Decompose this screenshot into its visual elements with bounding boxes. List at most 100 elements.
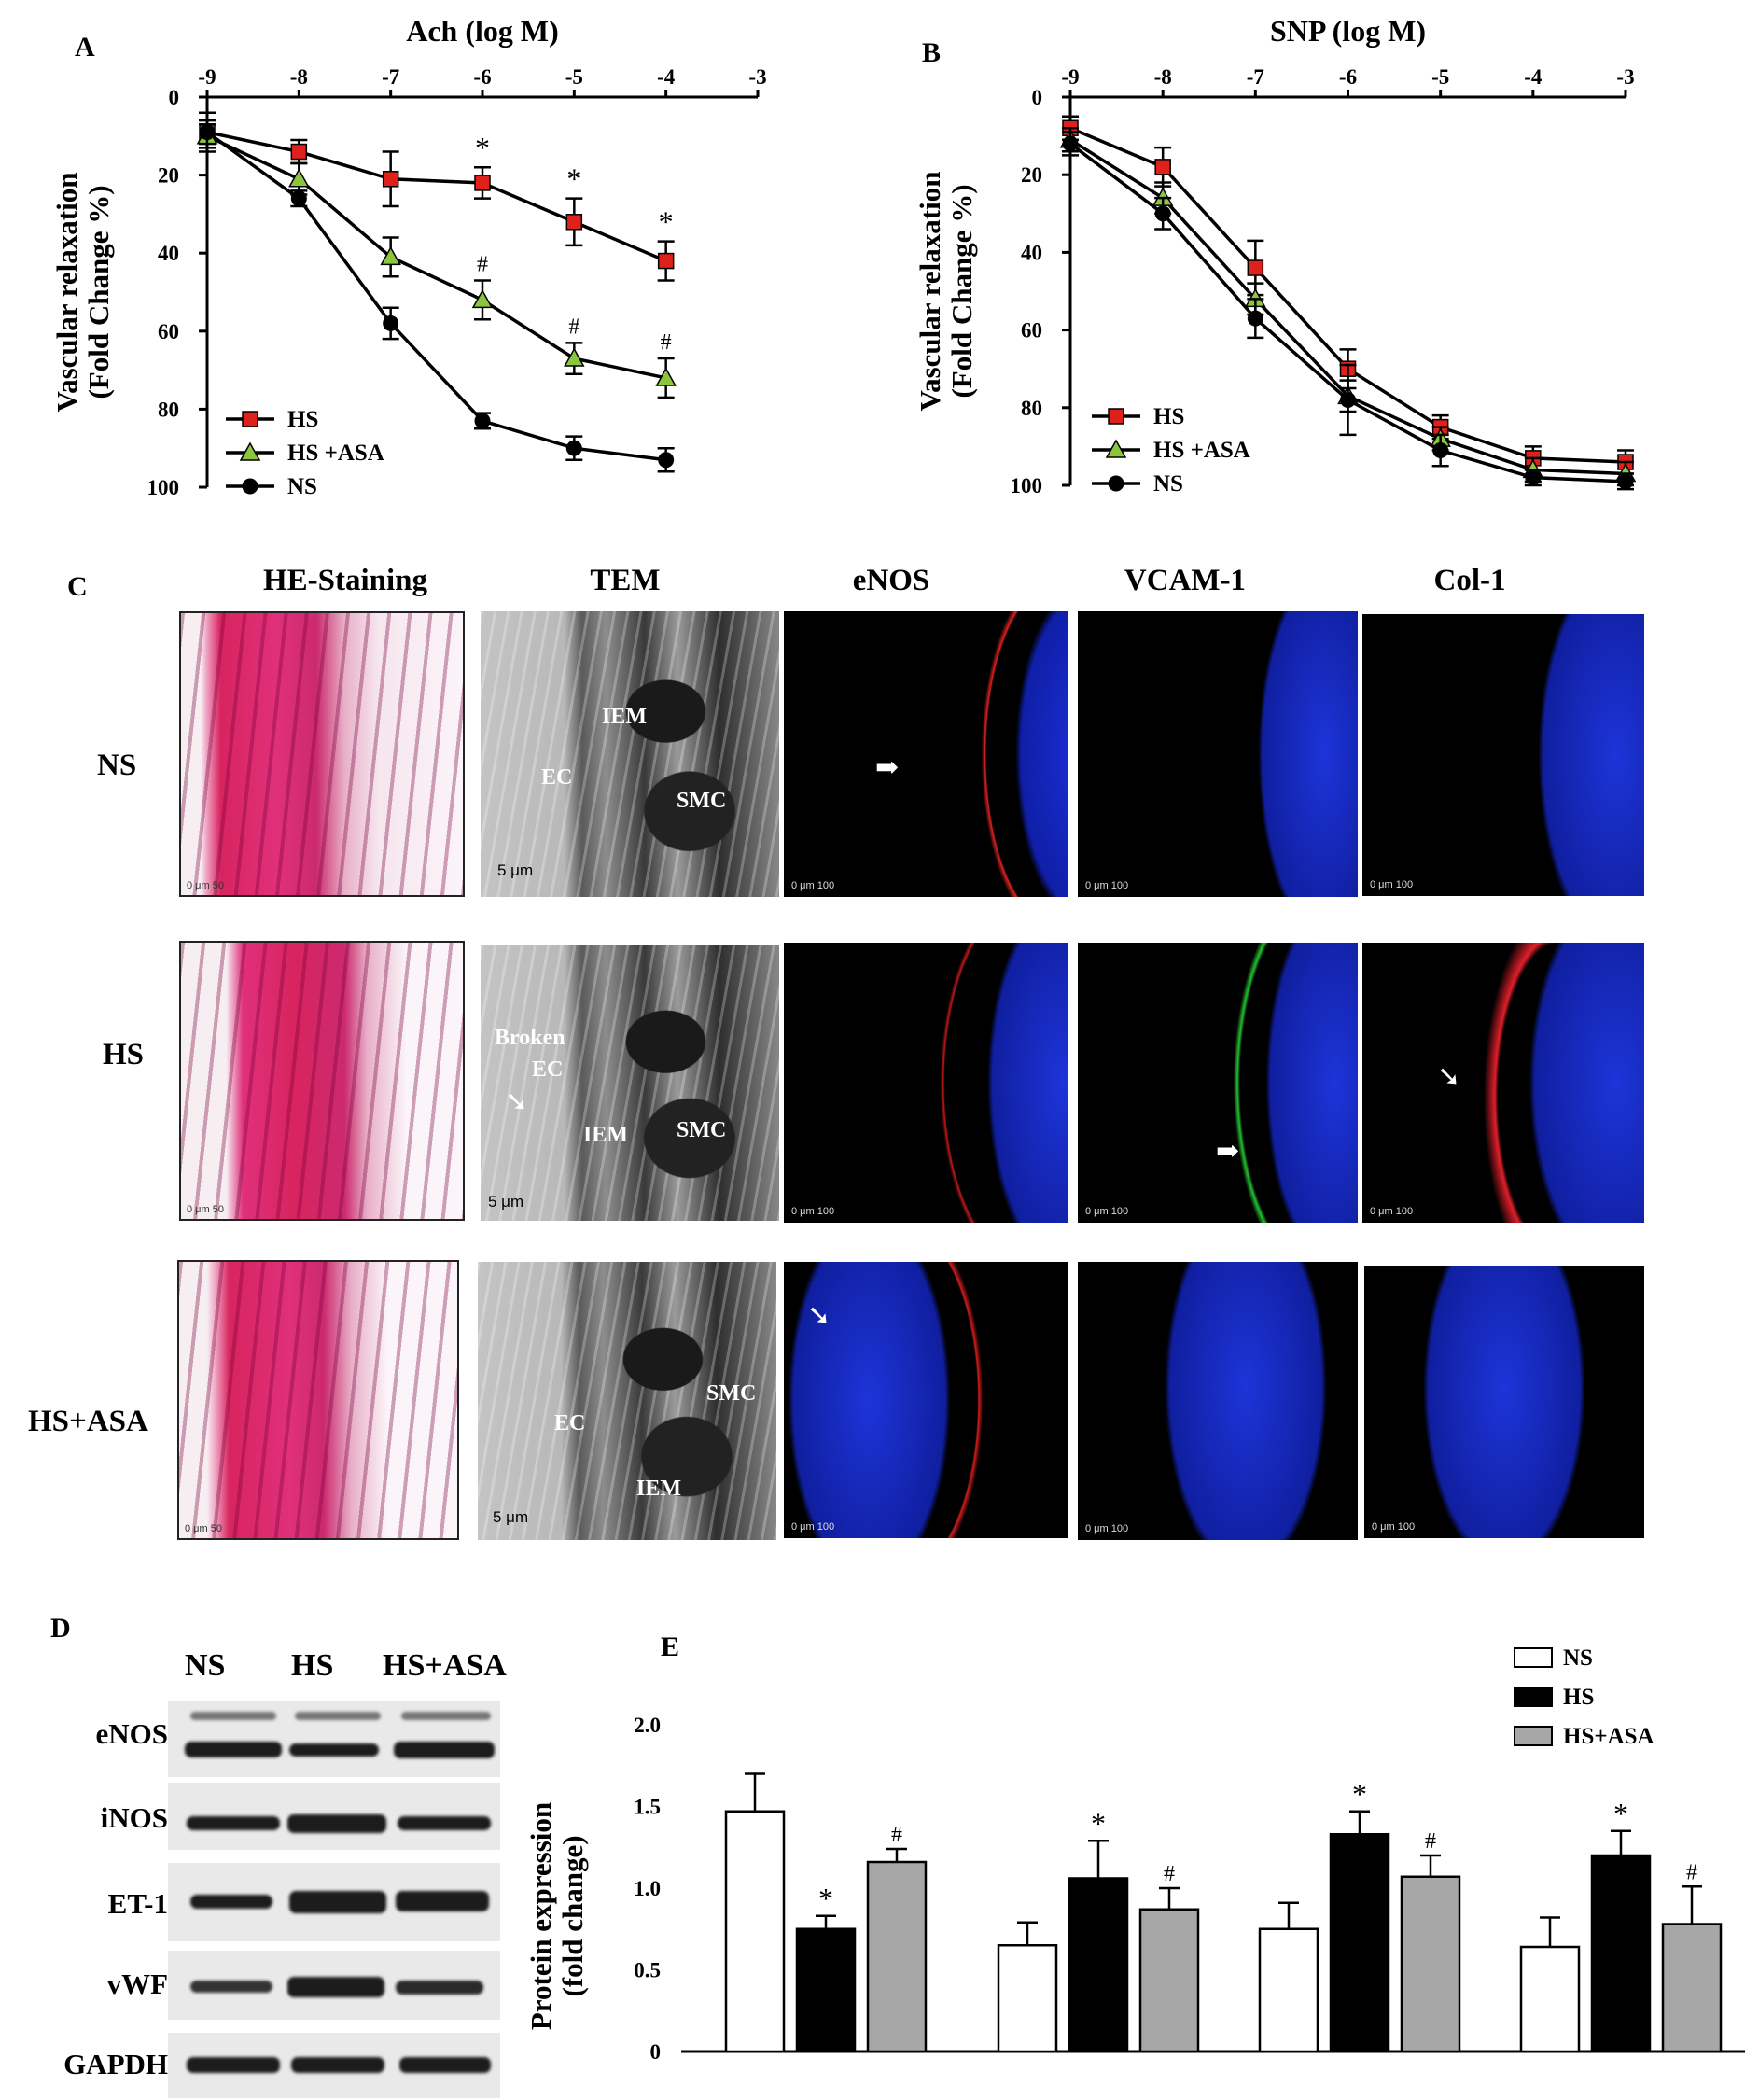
y-axis-label: Protein expression(fold change) <box>524 1802 589 2030</box>
tem-label-broken-hs: Broken <box>495 1026 565 1050</box>
bar <box>1329 1833 1390 2053</box>
enos-image-ns: ➡ 0 μm 100 <box>784 611 1068 897</box>
he-scale-hs: 0 μm 50 <box>187 1204 224 1215</box>
x-tick-label: -8 <box>290 65 308 89</box>
fl-scale: 0 μm 100 <box>1085 1523 1129 1534</box>
legend-label: NS <box>1153 471 1183 497</box>
enos-image-hs-asa: ➘ 0 μm 100 <box>784 1262 1068 1538</box>
bar <box>1400 1875 1461 2053</box>
y-tick-label: 2.0 <box>634 1714 661 1737</box>
fl-scale: 0 μm 100 <box>1372 1521 1416 1533</box>
legend-marker <box>242 478 258 495</box>
y-tick-label: 60 <box>158 320 179 343</box>
data-point <box>199 124 216 141</box>
col1-image-hs-asa: 0 μm 100 <box>1364 1266 1644 1538</box>
legend-swatch <box>1514 1647 1553 1668</box>
tem-label-iem-ns: IEM <box>602 705 647 729</box>
he-scale-hs-asa: 0 μm 50 <box>185 1523 222 1534</box>
significance-mark: * <box>659 205 674 239</box>
data-point <box>565 440 582 456</box>
series-hsasa: # # # <box>196 123 677 399</box>
bar-group-enos: *# <box>724 1772 928 2053</box>
panel-label-b: B <box>922 37 942 68</box>
data-point <box>474 413 491 429</box>
tem-label-ec-ns: EC <box>541 765 573 790</box>
significance-mark: # <box>1686 1860 1697 1884</box>
y-axis-label-line2: (Fold Change %) <box>82 185 115 399</box>
tem-image-ns: IEM EC SMC 5 μm <box>481 611 779 897</box>
bar-group-et1: *# <box>1258 1777 1461 2053</box>
bar-group-inos: *# <box>997 1806 1200 2053</box>
significance-mark: * <box>1352 1777 1367 1811</box>
y-tick-label: 0.5 <box>634 1959 661 1982</box>
data-point <box>1525 469 1542 486</box>
significance-mark: * <box>1091 1806 1106 1840</box>
data-point <box>1154 205 1171 222</box>
blot-inos <box>168 1783 500 1850</box>
tem-label-ec-hs: EC <box>532 1057 564 1082</box>
y-tick-label: 1.0 <box>634 1877 661 1900</box>
y-axis-label-line2: (fold change) <box>556 1835 589 1996</box>
y-axis-label: Vascular relaxation(Fold Change %) <box>914 172 978 412</box>
y-axis-label-line2: (Fold Change %) <box>945 184 978 398</box>
legend-marker <box>1108 475 1124 492</box>
tem-label-iem-hs: IEM <box>583 1123 628 1147</box>
blot-et1 <box>168 1863 500 1941</box>
y-tick-label: 0 <box>169 86 180 109</box>
significance-mark: # <box>661 330 672 355</box>
significance-mark: * <box>475 131 490 164</box>
wb-label-et1: ET-1 <box>107 1887 168 1920</box>
y-tick-label: 40 <box>1021 241 1042 264</box>
significance-mark: # <box>1164 1862 1175 1886</box>
y-axis-label: Vascular relaxation(Fold Change %) <box>50 173 115 413</box>
y-axis-label-line1: Protein expression <box>524 1802 557 2030</box>
vcam-image-hs-asa: 0 μm 100 <box>1078 1262 1358 1540</box>
legend-label: NS <box>287 474 317 499</box>
series-ns <box>199 119 675 473</box>
column-title-enos: eNOS <box>852 564 930 597</box>
data-point <box>564 347 585 367</box>
y-tick-label: 40 <box>158 242 179 265</box>
x-tick-label: -3 <box>1616 65 1634 89</box>
panel-label-a: A <box>75 32 95 63</box>
arrow-icon: ➘ <box>1437 1061 1461 1092</box>
series-hs: * * * <box>199 111 675 282</box>
data-point <box>657 252 675 270</box>
col1-image-hs: ➘ 0 μm 100 <box>1362 943 1644 1223</box>
fl-scale: 0 μm 100 <box>791 1206 835 1217</box>
y-tick-label: 20 <box>158 164 179 188</box>
wb-label-enos: eNOS <box>95 1717 169 1750</box>
x-tick-label: -8 <box>1154 65 1172 89</box>
series-ns <box>1062 131 1634 491</box>
legend-swatch <box>1514 1687 1553 1707</box>
data-point <box>1247 310 1263 327</box>
panel-label-c: C <box>67 571 88 602</box>
significance-mark: * <box>818 1882 833 1915</box>
x-tick-label: -4 <box>657 65 676 89</box>
legend-label: HS <box>287 407 318 432</box>
data-point <box>1432 442 1449 459</box>
y-tick-label: 100 <box>147 476 180 499</box>
wb-label-gapdh: GAPDH <box>63 2048 168 2080</box>
wb-group-hs: HS <box>291 1648 334 1683</box>
wb-label-vwf: vWF <box>106 1967 168 2000</box>
legend-label: HS <box>1153 404 1184 429</box>
fl-scale: 0 μm 100 <box>1085 1206 1129 1217</box>
significance-mark: # <box>891 1823 902 1847</box>
tem-label-iem-asa: IEM <box>636 1477 681 1501</box>
legend-label: HS +ASA <box>287 441 384 466</box>
bar-group-vwf: *# <box>1519 1797 1723 2053</box>
wb-label-inos: iNOS <box>100 1801 168 1834</box>
x-tick-label: -9 <box>1061 65 1079 89</box>
data-point <box>1617 473 1634 490</box>
bar <box>997 1944 1058 2053</box>
x-tick-label: -5 <box>565 65 583 89</box>
arrow-icon: ➡ <box>875 752 900 783</box>
y-tick-label: 100 <box>1011 474 1043 497</box>
y-tick-label: 1.5 <box>634 1796 661 1819</box>
series-line <box>206 130 667 263</box>
fl-scale: 0 μm 100 <box>791 1521 835 1533</box>
he-scale-ns: 0 μm 50 <box>187 880 224 891</box>
significance-mark: # <box>477 252 488 276</box>
tem-image-hs: Broken EC ➘ IEM SMC 5 μm <box>481 945 779 1221</box>
